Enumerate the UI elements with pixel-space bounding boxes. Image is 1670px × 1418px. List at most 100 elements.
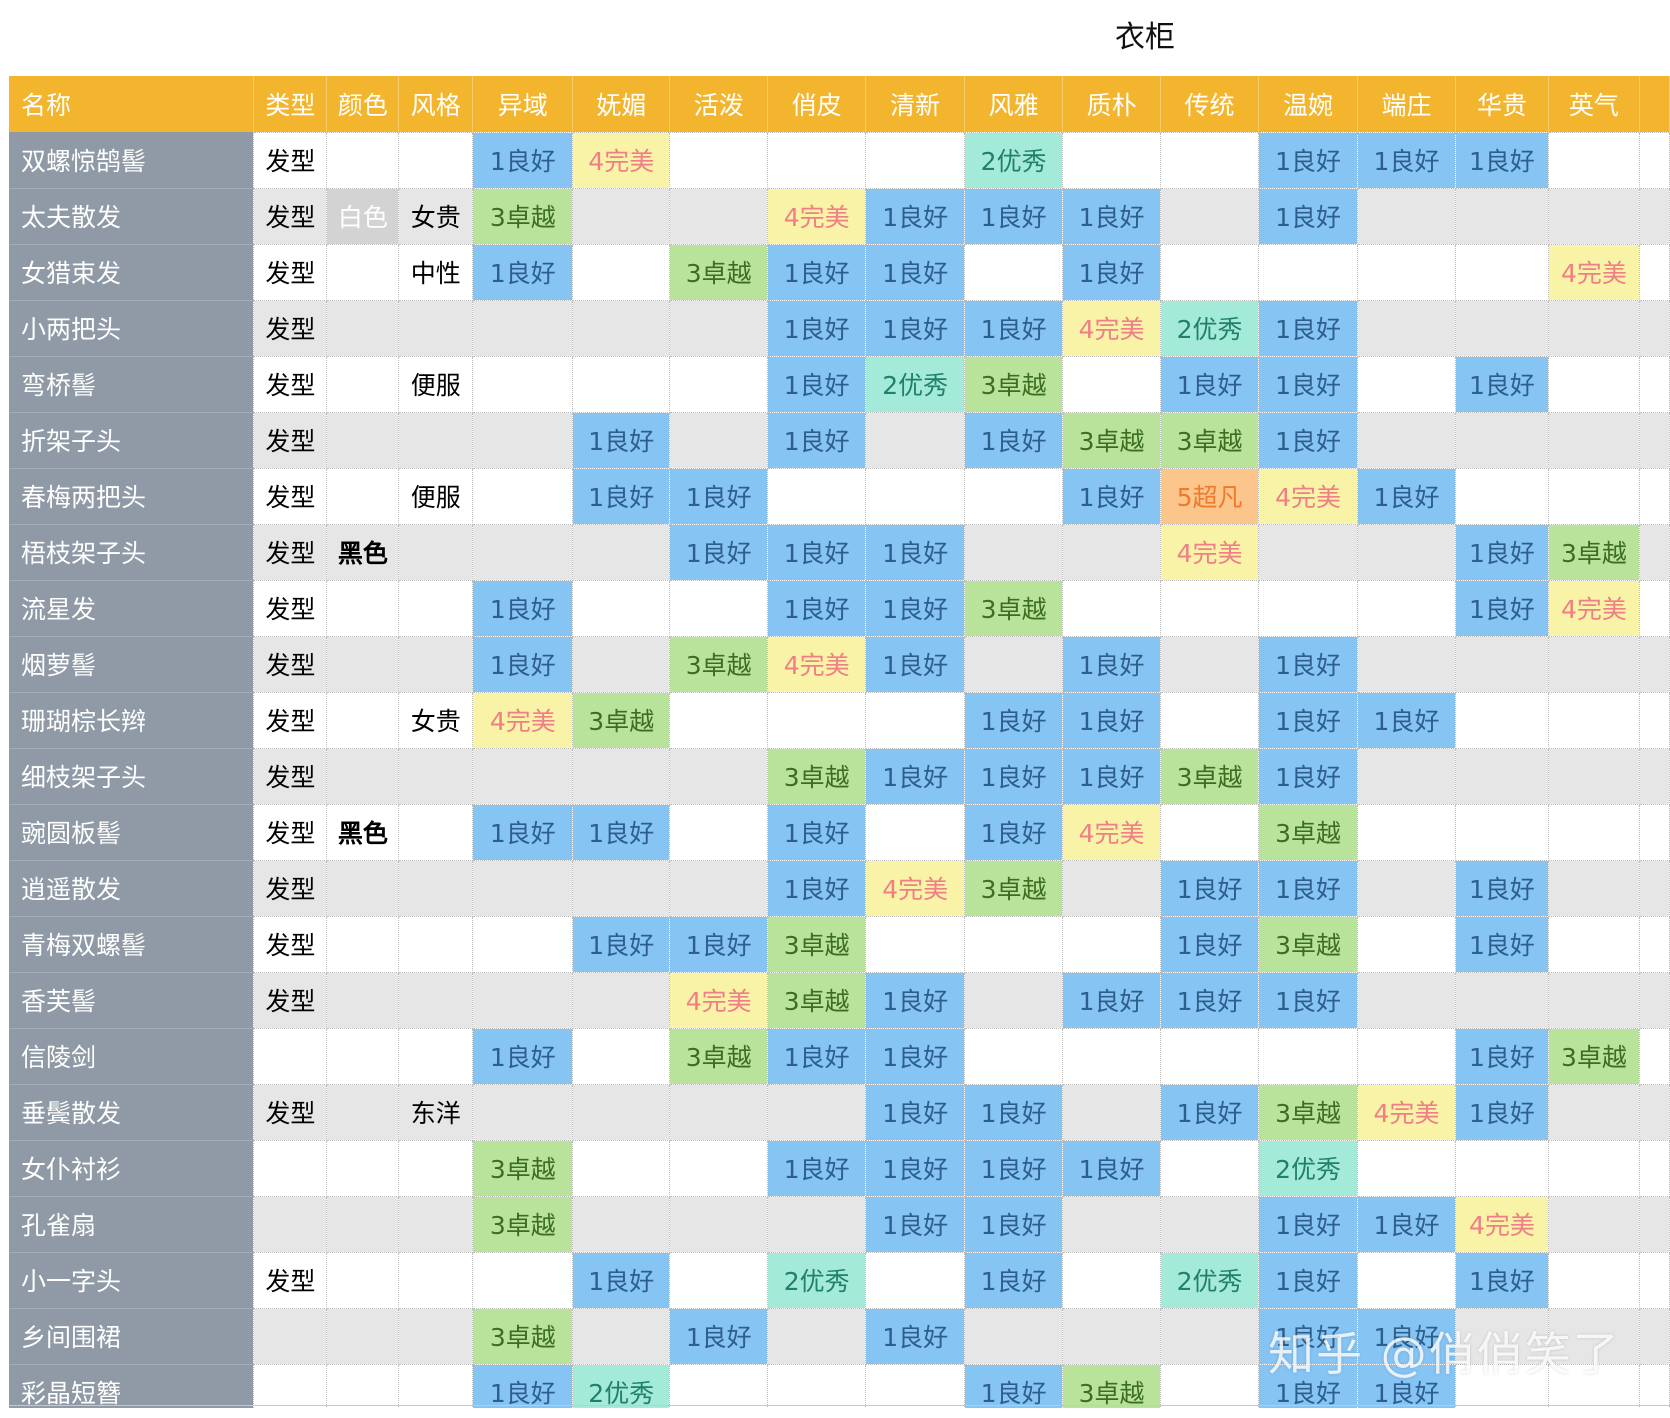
table-cell[interactable] — [398, 299, 474, 357]
table-cell[interactable]: 1良好 — [865, 635, 966, 693]
table-cell[interactable]: 3卓越 — [572, 691, 671, 749]
table-cell[interactable]: 4完美 — [865, 859, 966, 917]
row-name-cell[interactable]: 太夫散发 — [9, 188, 254, 245]
table-cell[interactable] — [1160, 803, 1260, 861]
table-cell[interactable] — [1062, 523, 1162, 581]
table-cell[interactable] — [767, 691, 867, 749]
table-cell[interactable] — [572, 1195, 671, 1253]
table-cell[interactable] — [1258, 243, 1359, 301]
table-cell[interactable] — [865, 1363, 966, 1408]
table-cell[interactable] — [964, 1027, 1064, 1085]
table-cell[interactable]: 3卓越 — [669, 243, 769, 301]
table-cell[interactable]: 1良好 — [1258, 1251, 1359, 1309]
table-cell[interactable] — [1062, 131, 1162, 189]
table-cell[interactable]: 1良好 — [1258, 971, 1359, 1029]
table-cell[interactable]: 1良好 — [964, 1195, 1064, 1253]
table-cell[interactable]: 1良好 — [472, 243, 574, 301]
table-cell[interactable] — [1160, 243, 1260, 301]
table-cell[interactable]: 5超凡 — [1160, 467, 1260, 525]
table-cell[interactable]: 发型 — [253, 1083, 328, 1141]
table-cell[interactable] — [1547, 187, 1640, 245]
table-cell[interactable] — [1547, 1363, 1640, 1408]
table-cell[interactable] — [669, 299, 769, 357]
table-cell[interactable] — [1454, 187, 1549, 245]
table-cell[interactable]: 1良好 — [1454, 355, 1549, 413]
table-cell[interactable]: 发型 — [253, 299, 328, 357]
table-cell[interactable]: 3卓越 — [767, 915, 867, 973]
column-header[interactable]: 传统 — [1160, 76, 1260, 132]
table-cell[interactable]: 1良好 — [964, 803, 1064, 861]
table-cell[interactable] — [669, 1251, 769, 1309]
table-cell[interactable] — [669, 1195, 769, 1253]
table-cell[interactable] — [1547, 131, 1640, 189]
table-cell[interactable]: 发型 — [253, 747, 328, 805]
table-cell[interactable]: 1良好 — [964, 691, 1064, 749]
table-cell[interactable]: 1良好 — [964, 187, 1064, 245]
table-cell[interactable]: 3卓越 — [669, 635, 769, 693]
table-cell[interactable] — [253, 1027, 328, 1085]
table-cell[interactable]: 1良好 — [1454, 579, 1549, 637]
table-cell[interactable] — [398, 747, 474, 805]
table-cell[interactable]: 1良好 — [1258, 1307, 1359, 1365]
table-cell[interactable]: 黑色 — [326, 803, 400, 861]
table-cell[interactable]: 1良好 — [1062, 971, 1162, 1029]
table-cell[interactable]: 1良好 — [964, 1363, 1064, 1408]
table-cell[interactable]: 1良好 — [572, 803, 671, 861]
table-cell[interactable]: 3卓越 — [1547, 523, 1640, 581]
table-cell[interactable]: 1良好 — [1454, 859, 1549, 917]
table-cell[interactable] — [1454, 411, 1549, 469]
table-cell[interactable] — [1547, 411, 1640, 469]
table-cell[interactable]: 1良好 — [1454, 1027, 1549, 1085]
table-cell[interactable]: 1良好 — [669, 467, 769, 525]
table-cell[interactable]: 1良好 — [865, 299, 966, 357]
table-cell[interactable]: 1良好 — [865, 1083, 966, 1141]
table-cell[interactable] — [669, 411, 769, 469]
table-cell[interactable] — [669, 187, 769, 245]
table-cell[interactable] — [326, 859, 400, 917]
table-cell[interactable] — [572, 971, 671, 1029]
table-cell[interactable] — [1357, 971, 1456, 1029]
table-cell[interactable] — [326, 1139, 400, 1197]
table-cell[interactable] — [1160, 1139, 1260, 1197]
table-cell[interactable]: 1良好 — [1357, 1195, 1456, 1253]
table-cell[interactable]: 1良好 — [669, 523, 769, 581]
table-cell[interactable] — [326, 355, 400, 413]
table-cell[interactable] — [326, 915, 400, 973]
table-cell[interactable]: 1良好 — [472, 1363, 574, 1408]
table-cell[interactable] — [472, 915, 574, 973]
table-cell[interactable] — [253, 1195, 328, 1253]
column-header[interactable]: 妩媚 — [572, 76, 671, 132]
table-cell[interactable] — [1547, 635, 1640, 693]
table-cell[interactable] — [398, 635, 474, 693]
table-cell[interactable]: 3卓越 — [964, 859, 1064, 917]
table-cell[interactable]: 1良好 — [767, 859, 867, 917]
table-cell[interactable] — [1160, 1027, 1260, 1085]
table-cell[interactable] — [572, 579, 671, 637]
table-cell[interactable]: 2优秀 — [865, 355, 966, 413]
table-cell[interactable] — [767, 1083, 867, 1141]
table-cell[interactable]: 4完美 — [472, 691, 574, 749]
table-cell[interactable]: 便服 — [398, 467, 474, 525]
table-cell[interactable]: 1良好 — [1062, 691, 1162, 749]
table-cell[interactable] — [253, 1363, 328, 1408]
table-cell[interactable]: 1良好 — [964, 299, 1064, 357]
table-cell[interactable]: 2优秀 — [1160, 299, 1260, 357]
table-cell[interactable]: 发型 — [253, 579, 328, 637]
table-cell[interactable]: 1良好 — [865, 579, 966, 637]
table-cell[interactable]: 2优秀 — [1258, 1139, 1359, 1197]
table-cell[interactable] — [398, 915, 474, 973]
table-cell[interactable]: 4完美 — [1547, 243, 1640, 301]
table-cell[interactable] — [398, 523, 474, 581]
table-cell[interactable] — [572, 523, 671, 581]
table-cell[interactable]: 1良好 — [767, 299, 867, 357]
table-cell[interactable] — [1454, 747, 1549, 805]
row-name-cell[interactable]: 小一字头 — [9, 1252, 254, 1309]
table-cell[interactable]: 1良好 — [669, 915, 769, 973]
table-cell[interactable] — [1454, 1307, 1549, 1365]
table-cell[interactable]: 3卓越 — [1062, 1363, 1162, 1408]
table-cell[interactable] — [1454, 691, 1549, 749]
table-cell[interactable]: 1良好 — [1357, 691, 1456, 749]
row-name-cell[interactable]: 女仆衬衫 — [9, 1140, 254, 1197]
table-cell[interactable] — [1547, 859, 1640, 917]
table-cell[interactable] — [964, 467, 1064, 525]
